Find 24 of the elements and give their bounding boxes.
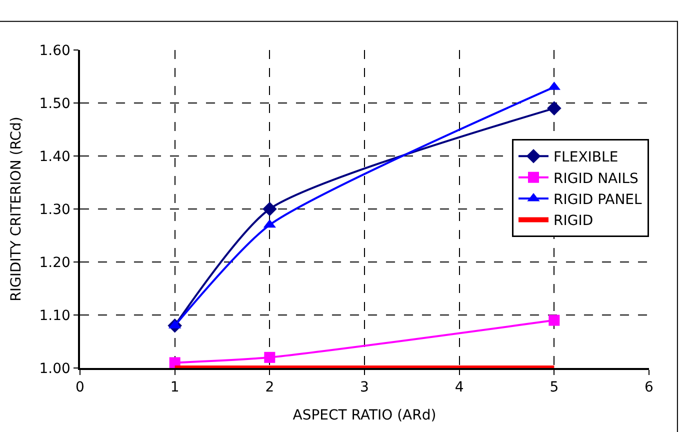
point <box>262 202 277 216</box>
legend-label: RIGID PANEL <box>554 192 642 208</box>
legend-label: FLEXIBLE <box>554 150 618 166</box>
point <box>547 101 562 116</box>
y-tick-label: 1.60 <box>39 42 70 59</box>
x-axis-title: ASPECT RATIO (ARd) <box>292 407 436 424</box>
y-tick-label: 1.10 <box>39 308 70 324</box>
x-tick-label: 6 <box>644 380 654 396</box>
y-axis-title: RIGIDITY CRITERION (RCd) <box>8 116 24 302</box>
x-tick-label: 4 <box>454 380 464 396</box>
x-tick-label: 3 <box>360 380 369 396</box>
y-tick-label: 1.40 <box>39 148 70 165</box>
point <box>264 352 276 363</box>
y-tick-label: 1.50 <box>39 96 70 112</box>
legend-label: RIGID NAILS <box>554 170 639 187</box>
y-tick-label: 1.30 <box>39 202 70 218</box>
point <box>548 314 560 326</box>
x-tick-label: 5 <box>550 380 559 396</box>
legend-label: RIGID <box>554 213 594 230</box>
y-tick-label: 1.20 <box>39 254 70 271</box>
x-tick-label: 1 <box>170 380 180 396</box>
y-tick-label: 1.00 <box>39 360 70 377</box>
x-tick-label: 2 <box>265 380 274 396</box>
x-tick-label: 0 <box>76 380 84 396</box>
